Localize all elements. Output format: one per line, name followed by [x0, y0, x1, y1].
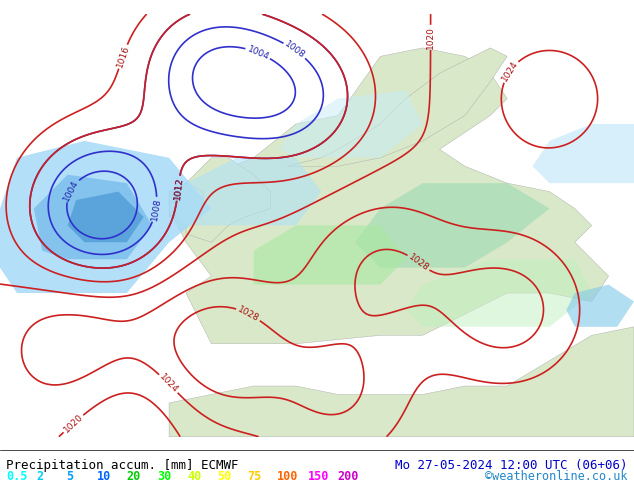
Text: 1024: 1024: [157, 372, 179, 395]
Text: 150: 150: [307, 469, 329, 483]
Text: 5: 5: [67, 469, 74, 483]
Text: 1028: 1028: [406, 252, 430, 273]
Polygon shape: [68, 192, 144, 243]
Polygon shape: [254, 225, 406, 285]
Text: 30: 30: [157, 469, 171, 483]
Text: 100: 100: [277, 469, 299, 483]
Polygon shape: [186, 158, 271, 243]
Text: 20: 20: [127, 469, 141, 483]
Text: 200: 200: [337, 469, 359, 483]
Text: 1028: 1028: [236, 305, 261, 323]
Polygon shape: [355, 183, 550, 268]
Text: Precipitation accum. [mm] ECMWF: Precipitation accum. [mm] ECMWF: [6, 459, 239, 472]
Text: 1004: 1004: [246, 44, 270, 62]
Polygon shape: [566, 285, 634, 327]
Polygon shape: [34, 174, 152, 259]
Text: 40: 40: [187, 469, 201, 483]
Text: 1008: 1008: [283, 40, 307, 61]
Text: Mo 27-05-2024 12:00 UTC (06+06): Mo 27-05-2024 12:00 UTC (06+06): [395, 459, 628, 472]
Text: 1012: 1012: [172, 176, 184, 200]
Text: 1016: 1016: [115, 44, 131, 69]
Text: 1012: 1012: [172, 176, 184, 200]
Polygon shape: [169, 327, 634, 437]
Polygon shape: [169, 183, 203, 217]
Text: 0.5: 0.5: [6, 469, 28, 483]
Text: 1004: 1004: [61, 178, 81, 202]
Text: 1008: 1008: [150, 197, 162, 221]
Text: 1024: 1024: [500, 59, 520, 83]
Polygon shape: [533, 124, 634, 183]
Polygon shape: [169, 158, 321, 225]
Text: ©weatheronline.co.uk: ©weatheronline.co.uk: [485, 469, 628, 483]
Text: 1020: 1020: [426, 26, 435, 49]
Polygon shape: [406, 259, 592, 327]
Text: 1020: 1020: [62, 413, 85, 435]
Text: 10: 10: [96, 469, 111, 483]
Polygon shape: [169, 48, 609, 344]
Text: 2: 2: [36, 469, 44, 483]
Polygon shape: [0, 141, 211, 293]
Polygon shape: [287, 48, 507, 166]
Text: 75: 75: [247, 469, 261, 483]
Text: 50: 50: [217, 469, 231, 483]
Polygon shape: [279, 90, 423, 158]
